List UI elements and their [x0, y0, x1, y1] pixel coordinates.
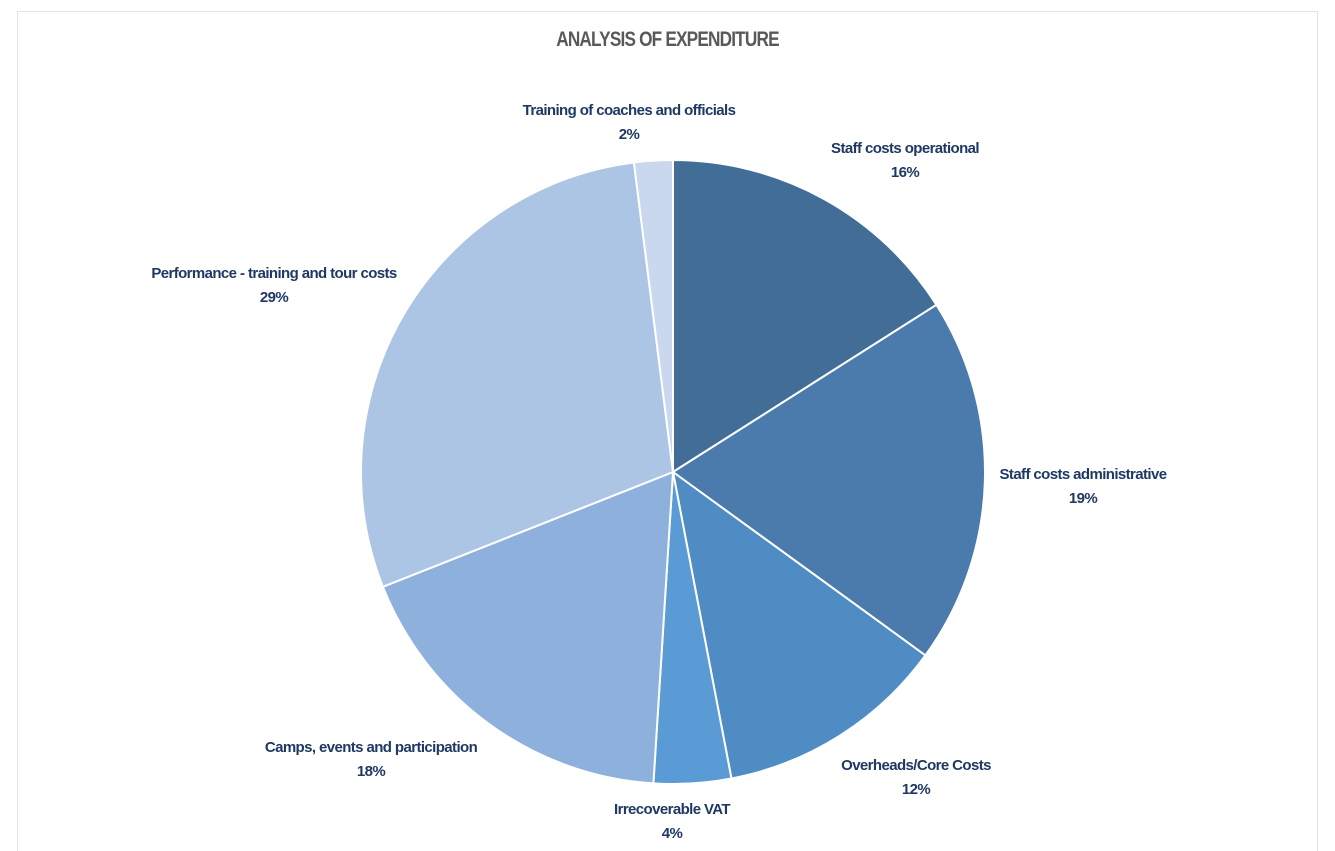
pie-slice-2	[672, 471, 927, 780]
pie-slice-0	[672, 159, 938, 473]
slice-label-value-3: 4%	[662, 825, 683, 841]
slice-label-name-0: Staff costs operational	[831, 140, 979, 157]
chart-title: ANALYSIS OF EXPENDITURE	[556, 28, 779, 51]
slice-label-name-6: Training of coaches and officials	[523, 102, 736, 119]
pie-slice-5	[360, 161, 674, 588]
pie-slice-4	[381, 471, 674, 785]
slice-label-value-2: 12%	[902, 781, 930, 798]
slice-label-name-1: Staff costs administrative	[1000, 466, 1167, 483]
pie-labels: Staff costs operational 16% Staff costs ad…	[151, 102, 1167, 841]
slice-label-value-4: 18%	[357, 763, 385, 780]
slice-label-value-1: 19%	[1069, 490, 1097, 507]
slice-label-value-6: 2%	[619, 126, 640, 143]
slice-label-value-0: 16%	[891, 164, 919, 181]
slice-label-value-5: 29%	[260, 289, 288, 306]
slice-label-name-2: Overheads/Core Costs	[841, 757, 991, 774]
pie-slices	[360, 159, 986, 785]
pie-slice-1	[672, 303, 986, 657]
slice-label-name-4: Camps, events and participation	[265, 739, 478, 756]
pie-slice-6	[632, 159, 674, 473]
slice-label-name-5: Performance - training and tour costs	[151, 265, 397, 282]
slice-label-name-3: Irrecoverable VAT	[614, 801, 730, 818]
